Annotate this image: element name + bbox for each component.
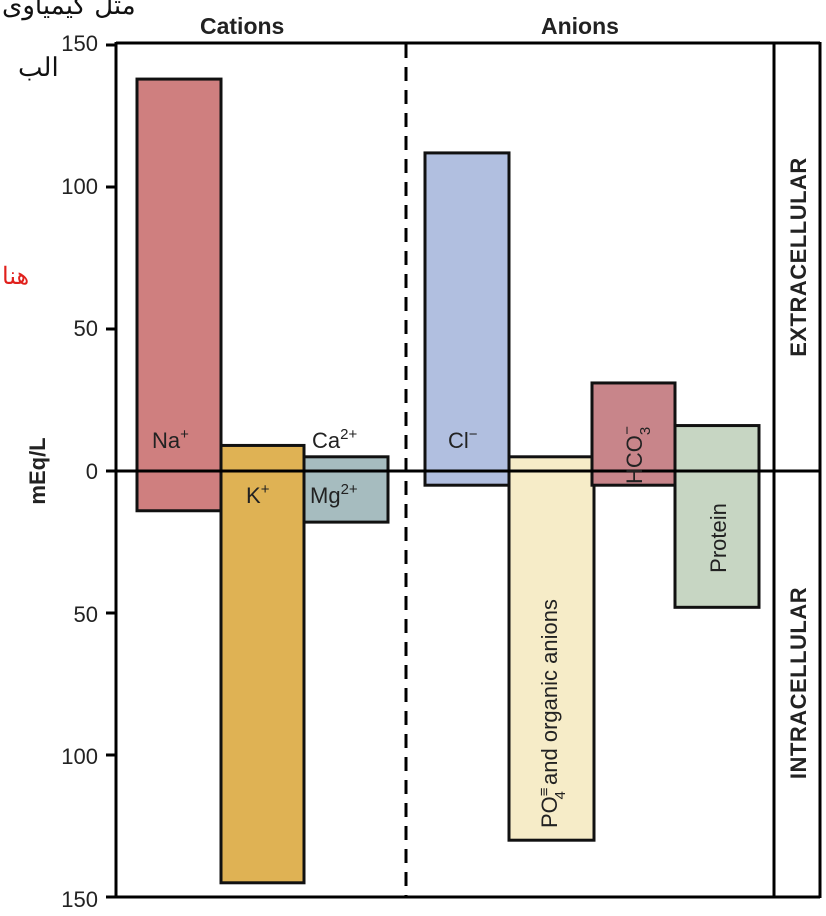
bar-po4 bbox=[507, 455, 596, 842]
handwritten-note-1: مثل کیمیاوی bbox=[2, 0, 136, 21]
ytick-label-50-top: 50 bbox=[74, 316, 98, 341]
bar-k bbox=[219, 443, 306, 885]
po4-label: PO≡4 and organic anions bbox=[536, 599, 569, 828]
bar-protein bbox=[673, 424, 761, 609]
mg-label: Mg2+ bbox=[310, 481, 358, 508]
ytick-label-0: 0 bbox=[86, 459, 98, 484]
ytick-label-150-top: 150 bbox=[61, 31, 98, 56]
ytick-label-150-bottom: 150 bbox=[61, 887, 98, 912]
extracellular-label: EXTRACELLULAR bbox=[786, 157, 811, 357]
ytick-label-50-bottom: 50 bbox=[74, 602, 98, 627]
y-ticks bbox=[106, 43, 116, 899]
ytick-label-100-top: 100 bbox=[61, 174, 98, 199]
na-label: Na+ bbox=[152, 426, 189, 453]
cl-label: Cl− bbox=[448, 426, 478, 453]
protein-label: Protein bbox=[706, 503, 731, 573]
k-label: K+ bbox=[246, 481, 270, 508]
ytick-label-100-bottom: 100 bbox=[61, 744, 98, 769]
bar-na bbox=[135, 77, 223, 513]
anions-header: Anions bbox=[541, 13, 619, 39]
bars-group bbox=[135, 77, 761, 885]
handwritten-note-red: هنا bbox=[2, 262, 29, 290]
handwritten-note-2: الب bbox=[18, 53, 59, 83]
bar-cl bbox=[423, 151, 511, 487]
bar-ca-mg bbox=[302, 455, 390, 524]
intracellular-label: INTRACELLULAR bbox=[786, 587, 811, 779]
hco3-label: HCO3− bbox=[619, 426, 654, 484]
ca-label: Ca2+ bbox=[312, 426, 357, 453]
y-axis-label: mEq/L bbox=[25, 437, 50, 504]
bar-hco3 bbox=[590, 381, 677, 487]
cations-header: Cations bbox=[200, 13, 284, 39]
